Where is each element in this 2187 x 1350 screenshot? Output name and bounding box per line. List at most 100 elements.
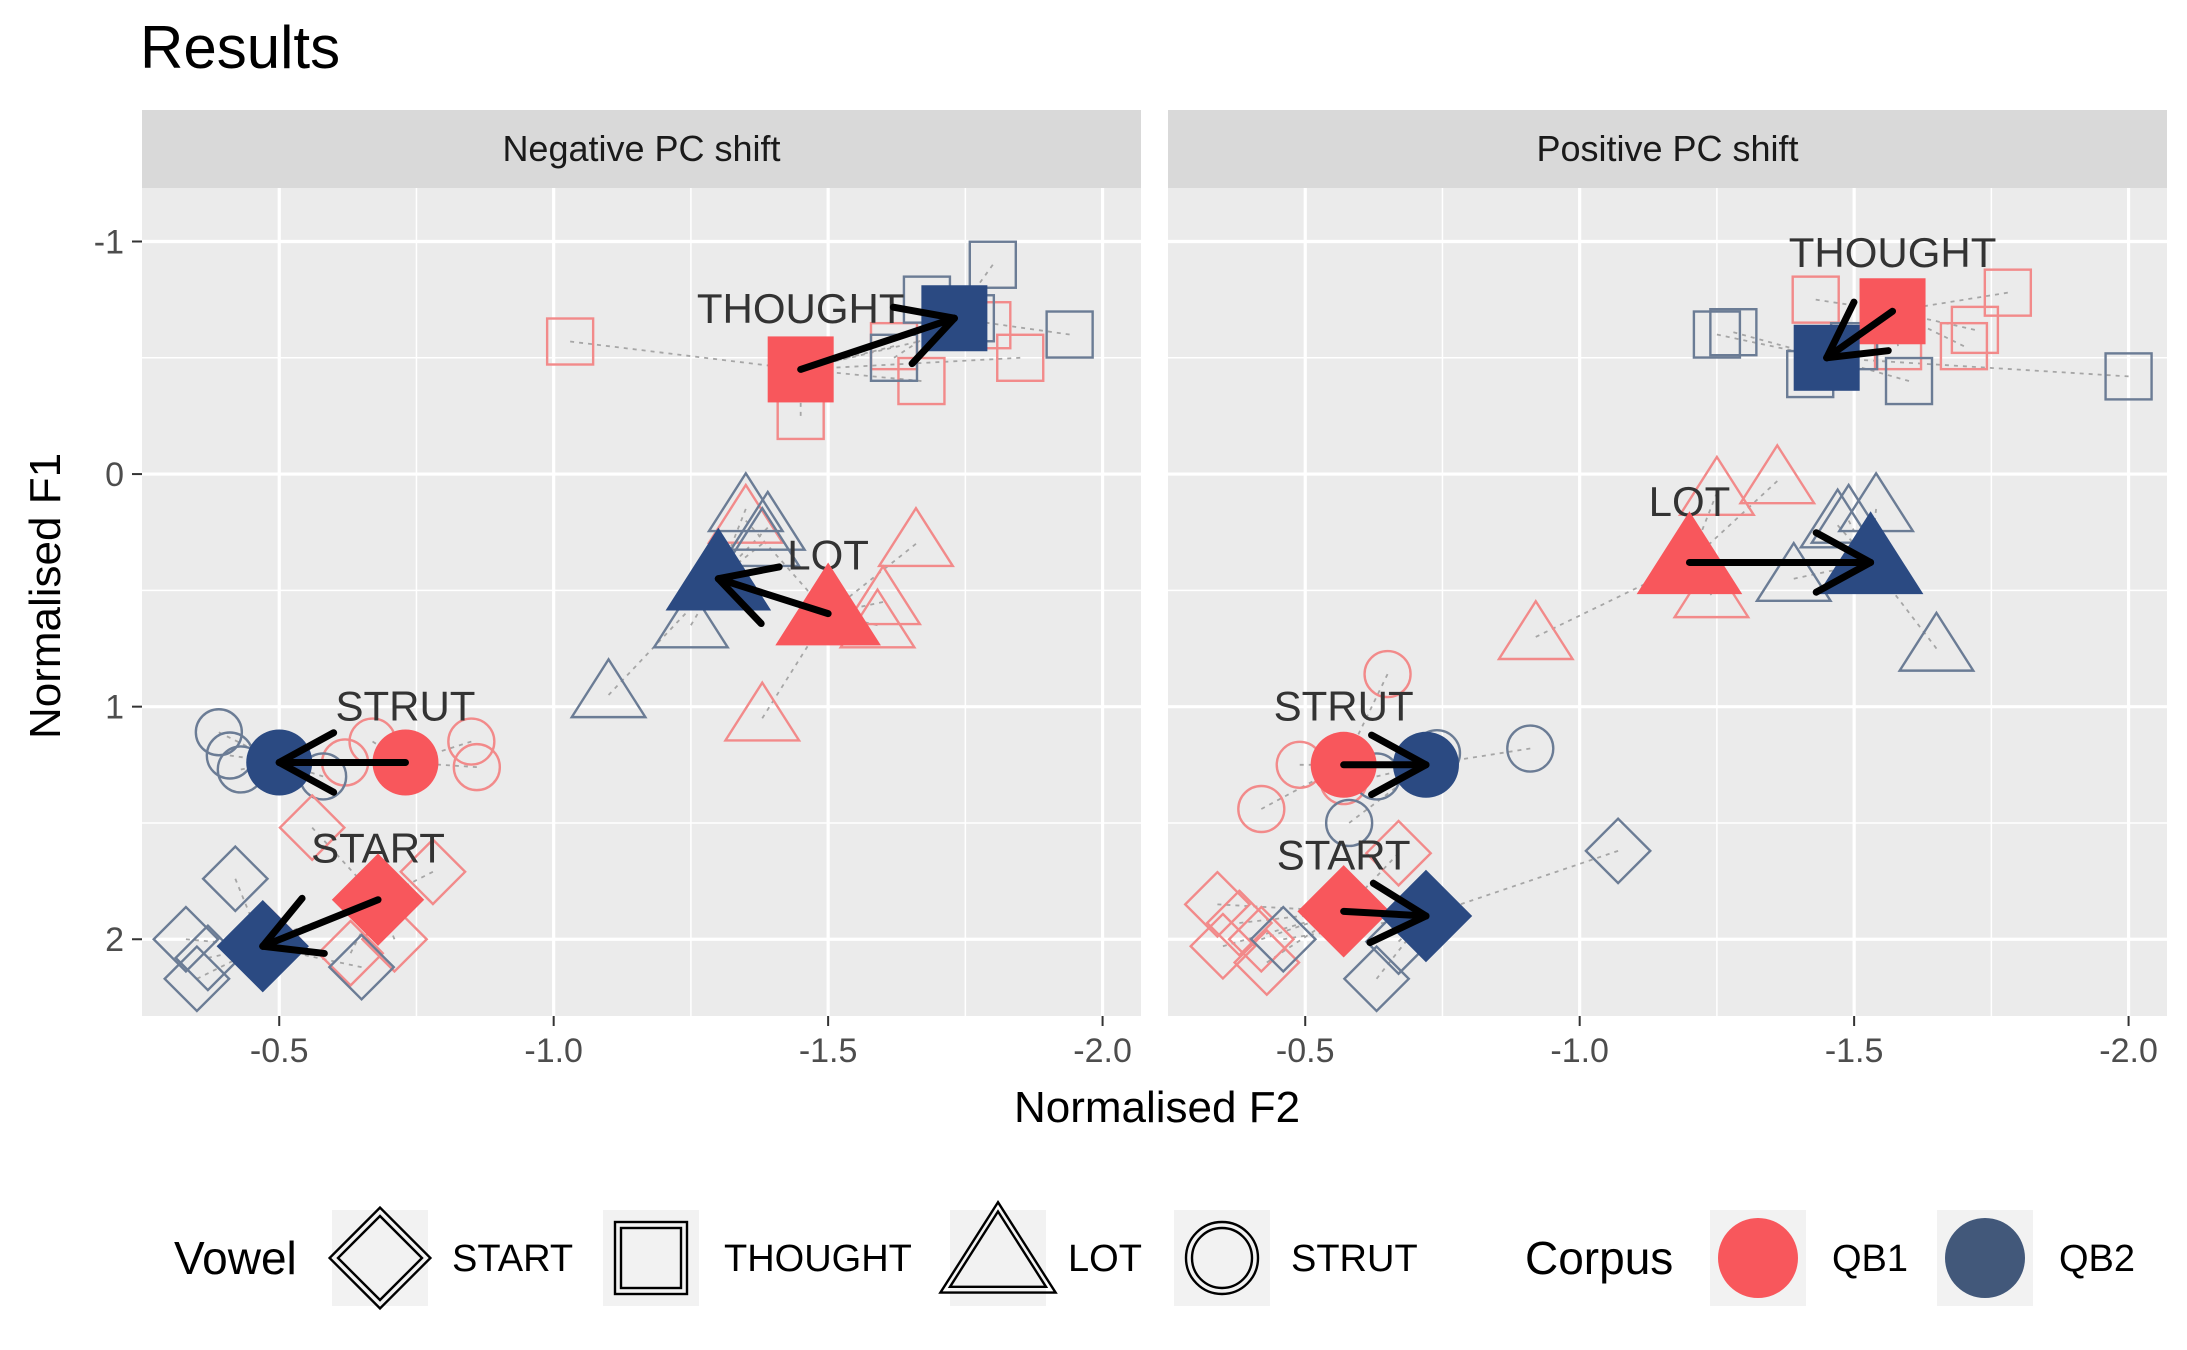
- vowel-label-thought: THOUGHT: [1789, 229, 1997, 276]
- speaker-point-strut-qb1: [447, 717, 496, 766]
- speaker-trail: [1688, 492, 1718, 563]
- speaker-point-start-qb1: [1227, 905, 1296, 974]
- speaker-trail: [570, 340, 801, 371]
- speaker-point-thought-qb2: [968, 240, 1017, 289]
- legend-label-lot: LOT: [1068, 1238, 1142, 1280]
- panel-positive: Positive PC shift -0.5 -1.0 -1.5 -2.0 THOUGHT…: [1168, 110, 2167, 1070]
- chart-title: Results: [140, 14, 340, 81]
- speaker-trail: [405, 761, 477, 769]
- legend-key-qb2: [1937, 1210, 2033, 1306]
- facet-panels: Negative PC shift -0.5 -1.0 -1.5 -2.0 -1 0 1 2 TH…: [94, 110, 2167, 1070]
- x-tick-label: -1.0: [1550, 1032, 1609, 1070]
- speaker-point-start-qb2: [1342, 944, 1411, 1013]
- legend-label-qb2: QB2: [2059, 1238, 2135, 1280]
- speaker-point-start-qb1: [1364, 819, 1433, 888]
- speaker-point-lot-qb1: [1738, 443, 1817, 505]
- speaker-point-start-qb2: [201, 844, 270, 913]
- legend-key-outer-circle: [1184, 1220, 1260, 1296]
- speaker-trail: [954, 317, 1070, 336]
- speaker-point-lot-qb2: [1809, 482, 1888, 544]
- shift-arrow-lot: [1685, 529, 1875, 596]
- legend-label-strut: STRUT: [1291, 1238, 1418, 1280]
- legend-key-background: [950, 1210, 1046, 1306]
- speaker-point-start-qb2: [1249, 905, 1318, 974]
- speaker-point-lot-qb1: [1677, 454, 1756, 516]
- x-axis-ticks: -0.5 -1.0 -1.5 -2.0: [250, 1016, 1132, 1070]
- legend-label-qb1: QB1: [1832, 1238, 1908, 1280]
- vowel-label-strut: STRUT: [335, 683, 475, 730]
- speaker-point-strut-qb1: [452, 742, 502, 792]
- arrow-shaft: [1340, 907, 1430, 920]
- facet-strip: [1168, 110, 2167, 188]
- facet-strip: [142, 110, 1141, 188]
- panel-negative: Negative PC shift -0.5 -1.0 -1.5 -2.0 -1 0 1 2 TH…: [94, 110, 1141, 1070]
- speaker-point-thought-qb1: [1791, 275, 1840, 324]
- x-tick-label: -0.5: [250, 1032, 309, 1070]
- legend-key-lot: [938, 1199, 1058, 1306]
- arrow-head: [1812, 558, 1875, 596]
- speaker-point-thought-qb1: [1983, 268, 2033, 317]
- speaker-point-start-qb1: [399, 837, 467, 906]
- speaker-trail: [1348, 764, 1427, 824]
- speaker-point-thought-qb1: [996, 333, 1045, 382]
- speaker-point-thought-qb2: [1045, 310, 1094, 359]
- speaker-point-thought-qb2: [1692, 310, 1742, 359]
- legend-key-inner-square: [619, 1226, 683, 1290]
- speaker-point-start-qb2: [162, 944, 231, 1013]
- x-axis-title: Normalised F2: [1014, 1083, 1300, 1132]
- speaker-trail: [1425, 850, 1619, 917]
- arrow-head: [1812, 529, 1875, 566]
- y-tick-label: -1: [94, 223, 124, 261]
- vowel-label-strut: STRUT: [1274, 683, 1414, 730]
- legend-label-thought: THOUGHT: [724, 1238, 912, 1280]
- speaker-point-lot-qb2: [728, 489, 807, 551]
- speaker-point-start-qb1: [316, 919, 385, 988]
- legend-key-outer-square: [613, 1220, 689, 1296]
- facet-strip-label: Positive PC shift: [1536, 128, 1798, 169]
- speaker-point-start-qb2: [327, 933, 396, 1002]
- legend-key-outer-triangle: [938, 1199, 1058, 1294]
- speaker-point-start-qb1: [1188, 912, 1257, 981]
- x-tick-label: -1.5: [1825, 1032, 1884, 1070]
- arrow-shaft: [714, 575, 832, 618]
- speaker-point-start-qb2: [1584, 816, 1652, 885]
- speaker-point-strut-qb2: [1506, 724, 1555, 773]
- speaker-point-lot-qb1: [876, 505, 955, 568]
- speaker-point-lot-qb1: [706, 482, 785, 544]
- arrow-head: [714, 563, 783, 583]
- mean-point-lot-qb1: [775, 562, 881, 646]
- speaker-point-thought-qb2: [1709, 308, 1758, 357]
- mean-points: [1297, 278, 1926, 963]
- x-tick-label: -1.0: [524, 1032, 583, 1070]
- y-axis-title: Normalised F1: [21, 453, 70, 739]
- mean-point-lot-qb1: [1636, 511, 1743, 595]
- speaker-point-thought-qb2: [1884, 356, 1934, 406]
- shift-arrow-thought: [1823, 298, 1897, 362]
- speaker-point-lot-qb2: [1897, 610, 1976, 672]
- arrow-head: [259, 894, 306, 950]
- speaker-point-start-qb1: [278, 793, 347, 862]
- arrow-head: [908, 314, 958, 368]
- arrow-head: [1366, 912, 1430, 947]
- speaker-point-lot-qb2: [651, 587, 730, 649]
- vowel-label-thought: THOUGHT: [697, 285, 905, 332]
- speaker-point-lot-qb2: [723, 505, 802, 568]
- legend-key-start: [327, 1205, 433, 1311]
- shift-arrows: [1340, 298, 1897, 947]
- y-axis-ticks: -1 0 1 2: [94, 223, 142, 959]
- legend-key-thought: [603, 1210, 699, 1306]
- speaker-trail: [1217, 903, 1344, 913]
- shift-arrow-start: [1340, 879, 1430, 947]
- legend-key-circle: [1718, 1218, 1798, 1298]
- arrow-head: [275, 729, 338, 766]
- facet-strip-label: Negative PC shift: [502, 128, 780, 169]
- speaker-trail: [717, 526, 769, 580]
- legend-vowel-title: Vowel: [174, 1232, 297, 1284]
- x-tick-label: -2.0: [2099, 1032, 2158, 1070]
- speaker-trail: [1892, 291, 2008, 313]
- legend-key-inner-triangle: [947, 1209, 1049, 1289]
- legend: Vowel START THOUGHT LOT STRUT Corpus QB1 QB2: [174, 1199, 2135, 1311]
